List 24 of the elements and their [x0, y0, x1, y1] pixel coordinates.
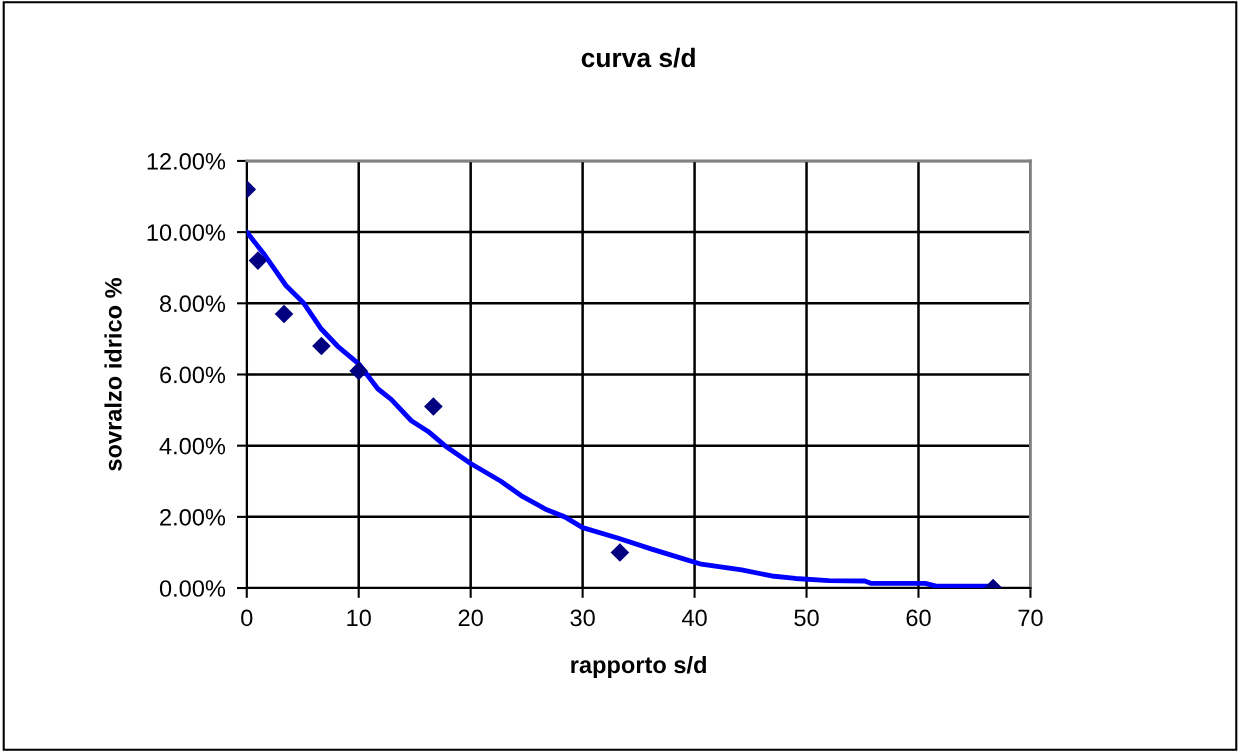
point — [349, 361, 369, 381]
chart-title: curva s/d — [581, 47, 695, 68]
point — [248, 251, 268, 270]
y-tick-label: 8.00% — [160, 295, 226, 313]
point — [274, 304, 294, 324]
y-tick-label: 0.00% — [159, 580, 226, 597]
point — [610, 543, 630, 562]
x-tick-label: 20 — [458, 609, 483, 627]
y-axis-title: sovralzo idrico % — [104, 278, 122, 471]
point — [312, 336, 331, 356]
x-tick-label: 10 — [347, 609, 371, 627]
x-tick-label: 50 — [794, 609, 819, 627]
y-tick-label: 4.00% — [159, 437, 226, 455]
x-tick-label: 70 — [1018, 609, 1043, 627]
x-tick-label: 30 — [570, 609, 595, 627]
y-tick-label: 2.00% — [160, 508, 226, 526]
x-tick-label: 60 — [906, 609, 931, 627]
y-tick-label: 12.00% — [147, 153, 226, 170]
point — [424, 397, 443, 416]
x-tick-label: 40 — [681, 609, 707, 627]
y-tick-label: 6.00% — [160, 366, 226, 384]
x-tick-label: 0 — [241, 609, 253, 627]
y-tick-label: 10.00% — [147, 224, 226, 241]
x-axis-title: rapporto s/d — [571, 655, 706, 678]
